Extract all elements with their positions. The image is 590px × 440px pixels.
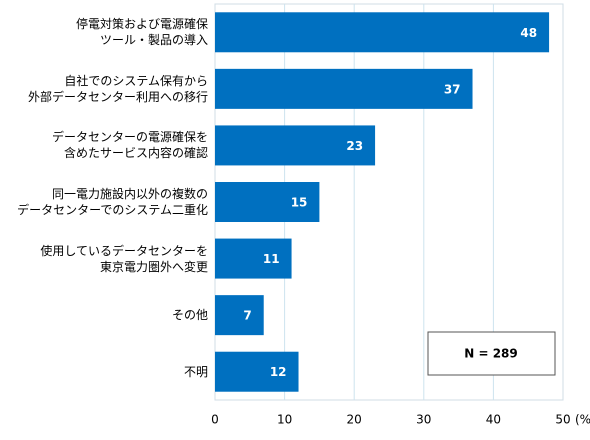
x-tick-label: 30 — [416, 413, 431, 427]
value-label: 37 — [444, 82, 461, 96]
bar — [215, 68, 473, 109]
x-tick-label: 10 — [277, 413, 292, 427]
category-label: データセンターの電源確保を 含めたサービス内容の確認 — [51, 130, 208, 161]
annotation-box — [427, 331, 556, 376]
x-tick-label: 20 — [347, 413, 362, 427]
bar — [215, 295, 264, 336]
annotation: N = 289 — [464, 347, 518, 361]
value-label: 11 — [263, 252, 280, 266]
value-label: 15 — [291, 196, 308, 210]
category-label: 同一電力施設内以外の複数の データセンターでのシステム二重化 — [17, 187, 208, 217]
category-label: 使用しているデータセンターを 東京電力圏外へ変更 — [40, 243, 208, 274]
x-tick-label: 50 — [555, 413, 570, 427]
category-label: 不明 — [183, 364, 208, 379]
bar — [215, 182, 320, 222]
x-axis-unit: (%) — [575, 413, 590, 427]
x-tick-label: 0 — [211, 413, 219, 427]
bar — [215, 351, 299, 392]
category-label: 自社でのシステム保有から 外部データセンター利用への移行 — [27, 73, 208, 104]
category-label: 停電対策および電源確保 ツール・製品の導入 — [75, 17, 208, 48]
bar — [215, 12, 550, 53]
value-label: 48 — [520, 26, 537, 40]
value-label: 12 — [270, 365, 287, 379]
bar — [215, 238, 292, 279]
bar — [215, 125, 376, 166]
category-label: その他 — [171, 308, 208, 323]
value-label: 7 — [243, 309, 251, 323]
value-label: 23 — [346, 139, 363, 153]
x-tick-label: 40 — [486, 413, 501, 427]
